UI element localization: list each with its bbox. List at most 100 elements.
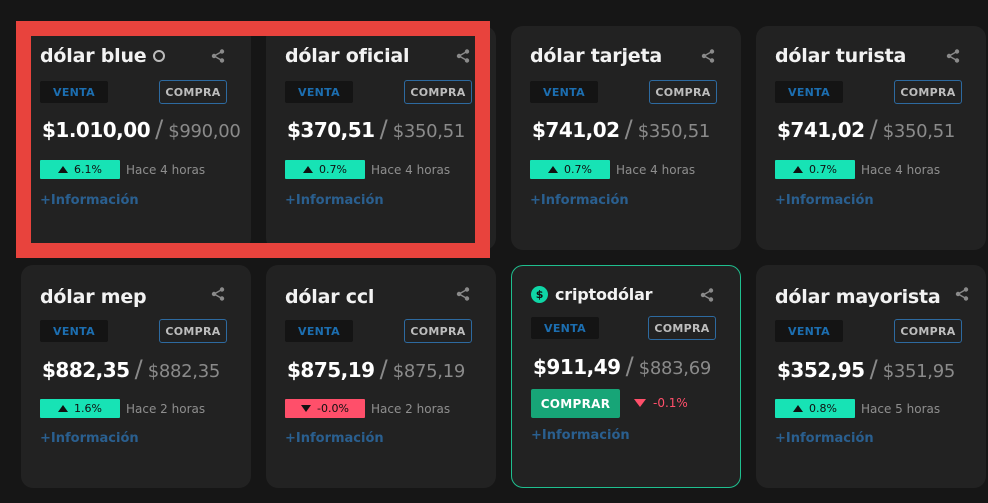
sell-price: $370,51 [287,118,375,142]
change-value: 0.7% [319,163,347,176]
venta-button[interactable]: VENTA [531,317,599,339]
change-badge: 6.1% [40,160,120,179]
buy-price: $350,51 [392,121,466,142]
share-icon[interactable] [955,287,969,301]
venta-button[interactable]: VENTA [775,320,843,342]
compra-button[interactable]: COMPRA [649,80,717,104]
triangle-up-icon [58,166,69,173]
more-info-link[interactable]: +Información [285,193,384,208]
compra-button[interactable]: COMPRA [159,80,227,104]
triangle-down-icon [301,405,312,412]
share-icon[interactable] [700,288,714,302]
venta-button[interactable]: VENTA [530,81,598,103]
triangle-up-icon [793,166,804,173]
buy-price: $882,35 [147,361,221,382]
card-dolar-mayorista: dólar mayorista VENTA COMPRA $352,95 / $… [756,265,986,488]
card-dolar-mep: dólar mep VENTA COMPRA $882,35 / $882,35… [21,265,251,488]
card-dolar-turista: dólar turista VENTA COMPRA $741,02 / $35… [756,26,986,250]
change-badge: -0.0% [285,399,365,418]
more-info-link[interactable]: +Información [775,431,874,446]
change-value: 1.6% [74,402,102,415]
more-info-link[interactable]: +Información [531,428,630,443]
price-separator: / [379,355,388,383]
change-badge: 1.6% [40,399,120,418]
sell-price: $875,19 [287,358,375,382]
update-time: Hace 5 horas [861,401,941,416]
triangle-up-icon [58,405,69,412]
update-time: Hace 2 horas [371,401,451,416]
update-time: Hace 4 horas [616,162,696,177]
change-value: 0.7% [564,163,592,176]
share-icon[interactable] [701,49,715,63]
price-separator: / [134,355,143,383]
card-dolar-blue: dólar blue VENTA COMPRA $1.010,00 / $990… [21,26,251,250]
change-badge: 0.8% [775,399,855,418]
price-separator: / [869,355,878,383]
share-icon[interactable] [211,49,225,63]
card-criptodolar: $ criptodólar VENTA COMPRA $911,49 / $88… [511,265,741,488]
price-separator: / [624,115,633,143]
more-info-link[interactable]: +Información [40,431,139,446]
sell-price: $741,02 [777,118,865,142]
triangle-down-icon [634,399,646,407]
compra-button[interactable]: COMPRA [894,319,962,343]
compra-button[interactable]: COMPRA [404,80,472,104]
update-time: Hace 2 horas [126,401,206,416]
comprar-button[interactable]: COMPRAR [531,389,620,418]
share-icon[interactable] [211,287,225,301]
compra-button[interactable]: COMPRA [159,319,227,343]
change-badge: 0.7% [285,160,365,179]
sell-price: $911,49 [533,355,621,379]
update-time: Hace 4 horas [371,162,451,177]
venta-button[interactable]: VENTA [285,81,353,103]
price-separator: / [155,115,164,143]
card-title: dólar ccl [285,286,375,308]
change-value: -0.0% [317,402,349,415]
fire-icon [152,50,165,62]
price-separator: / [625,352,634,380]
venta-button[interactable]: VENTA [775,81,843,103]
change-value: -0.1% [653,396,688,410]
compra-button[interactable]: COMPRA [894,80,962,104]
more-info-link[interactable]: +Información [775,193,874,208]
buy-price: $875,19 [392,361,466,382]
card-dolar-oficial: dólar oficial VENTA COMPRA $370,51 / $35… [266,26,496,250]
change-badge: 0.7% [775,160,855,179]
card-title: dólar mayorista [775,286,941,308]
share-icon[interactable] [456,49,470,63]
share-icon[interactable] [456,287,470,301]
sell-price: $741,02 [532,118,620,142]
venta-button[interactable]: VENTA [40,81,108,103]
buy-price: $350,51 [882,121,956,142]
change-badge: 0.7% [530,160,610,179]
update-time: Hace 4 horas [126,162,206,177]
more-info-link[interactable]: +Información [285,431,384,446]
buy-price: $350,51 [637,121,711,142]
venta-button[interactable]: VENTA [40,320,108,342]
sell-price: $882,35 [42,358,130,382]
crypto-icon: $ [531,286,548,303]
update-time: Hace 4 horas [861,162,941,177]
change-value: 0.7% [809,163,837,176]
change-value: 6.1% [74,163,102,176]
triangle-up-icon [303,166,314,173]
card-title: dólar tarjeta [530,45,662,67]
compra-button[interactable]: COMPRA [648,316,716,340]
sell-price: $352,95 [777,358,865,382]
more-info-link[interactable]: +Información [530,193,629,208]
venta-button[interactable]: VENTA [285,320,353,342]
buy-price: $351,95 [882,361,956,382]
compra-button[interactable]: COMPRA [404,319,472,343]
price-separator: / [869,115,878,143]
card-title: dólar blue [40,45,147,67]
card-title: dólar mep [40,286,147,308]
more-info-link[interactable]: +Información [40,193,139,208]
buy-price: $990,00 [168,121,241,142]
share-icon[interactable] [946,49,960,63]
card-title: dólar turista [775,45,907,67]
change-value: 0.8% [809,402,837,415]
buy-price: $883,69 [638,358,712,379]
card-dolar-tarjeta: dólar tarjeta VENTA COMPRA $741,02 / $35… [511,26,741,250]
card-title: dólar oficial [285,45,410,67]
sell-price: $1.010,00 [42,118,151,142]
